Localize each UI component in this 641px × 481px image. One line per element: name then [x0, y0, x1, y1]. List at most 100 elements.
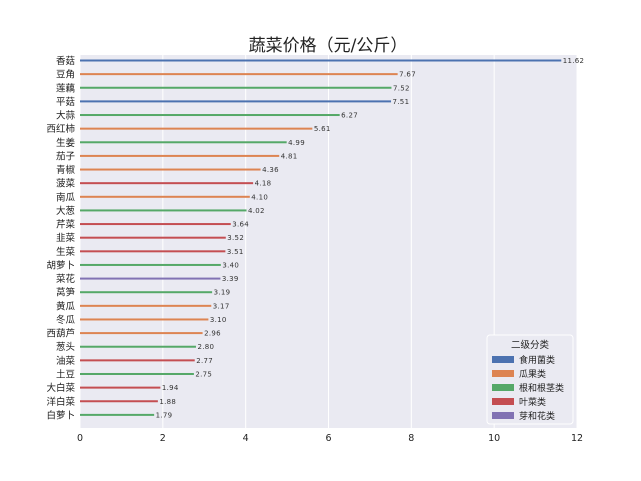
bar-冬瓜	[80, 318, 209, 321]
y-tick-label: 韭菜	[56, 232, 76, 244]
data-label: 4.02	[248, 207, 265, 215]
y-tick-label: 平菇	[56, 96, 75, 108]
value-labels: 11.62 7.67 7.52 7.51 6.27 5.61 4.99 4.814.36 4.1…	[156, 57, 585, 419]
bar-洋白菜	[80, 400, 158, 403]
y-tick-label: 南瓜	[56, 191, 76, 203]
data-label: 11.62	[563, 57, 585, 65]
legend-swatch	[492, 370, 514, 377]
bar-西红柿	[80, 127, 313, 130]
y-tick-label: 青椒	[56, 164, 76, 176]
x-tick-labels: 0 2 4 6 8 10 12	[77, 433, 583, 444]
y-tick-label: 油菜	[56, 355, 76, 367]
y-tick-label: 大蒜	[56, 110, 76, 122]
bar-胡萝卜	[80, 263, 221, 266]
legend-entry: 瓜果类	[519, 368, 546, 380]
y-tick-label: 黄瓜	[56, 300, 76, 312]
data-label: 2.80	[197, 343, 214, 351]
data-label: 3.19	[214, 289, 231, 297]
bar-豆角	[80, 73, 398, 76]
x-tick-label: 12	[571, 433, 583, 444]
bar-大白菜	[80, 386, 161, 389]
bar-生菜	[80, 250, 226, 253]
bar-大蒜	[80, 114, 340, 117]
data-label: 4.18	[255, 180, 272, 188]
x-tick-label: 2	[160, 433, 166, 444]
data-label: 3.17	[213, 302, 230, 310]
y-tick-label: 菠菜	[56, 178, 76, 190]
y-tick-label: 香菇	[56, 55, 75, 67]
y-tick-label: 冬瓜	[56, 314, 76, 326]
bar-莲藕	[80, 86, 392, 89]
y-tick-label: 生姜	[56, 137, 76, 149]
bar-芹菜	[80, 223, 231, 226]
legend-title: 二级分类	[511, 339, 550, 351]
bar-莴笋	[80, 291, 213, 294]
legend-swatch	[492, 398, 514, 405]
y-tick-label: 芹菜	[56, 219, 76, 231]
y-tick-label: 西红柿	[46, 123, 75, 135]
y-tick-label: 胡萝卜	[46, 259, 75, 271]
x-tick-label: 4	[243, 433, 249, 444]
data-label: 3.39	[222, 275, 239, 283]
bar-韭菜	[80, 236, 226, 239]
data-label: 4.81	[281, 152, 298, 160]
data-label: 4.10	[251, 193, 268, 201]
y-tick-label: 豆角	[56, 69, 75, 81]
y-tick-labels: 香菇豆角莲藕平菇大蒜西红柿生姜茄子青椒菠菜南瓜大葱芹菜韭菜生菜胡萝卜菜花莴笋黄瓜…	[46, 55, 75, 421]
chart-title: 蔬菜价格（元/公斤）	[249, 36, 408, 56]
data-label: 3.40	[222, 261, 239, 269]
y-tick-label: 茄子	[56, 150, 76, 162]
y-tick-label: 莴笋	[56, 287, 76, 299]
y-tick-label: 白萝卜	[46, 409, 75, 421]
data-label: 7.52	[393, 84, 410, 92]
data-label: 6.27	[341, 112, 358, 120]
x-tick-label: 6	[325, 433, 331, 444]
data-label: 1.79	[156, 411, 173, 419]
bar-白萝卜	[80, 413, 155, 416]
legend-entry: 根和根茎类	[519, 382, 564, 394]
bar-西葫芦	[80, 332, 203, 335]
bar-青椒	[80, 168, 261, 171]
data-label: 1.94	[162, 384, 179, 392]
data-label: 2.77	[196, 357, 213, 365]
x-tick-label: 10	[488, 433, 500, 444]
bar-葱头	[80, 345, 196, 348]
bar-茄子	[80, 154, 280, 157]
y-tick-label: 土豆	[56, 368, 75, 380]
legend-entry: 叶菜类	[519, 396, 546, 408]
data-label: 4.36	[262, 166, 279, 174]
legend-entry: 食用菌类	[519, 354, 555, 366]
legend-swatch	[492, 412, 514, 419]
data-label: 7.51	[393, 98, 410, 106]
bar-菜花	[80, 277, 221, 280]
y-tick-label: 葱头	[56, 341, 75, 353]
y-tick-label: 洋白菜	[46, 396, 75, 408]
data-label: 2.96	[204, 330, 221, 338]
bar-油菜	[80, 359, 195, 362]
y-tick-label: 大葱	[56, 205, 75, 217]
data-label: 3.52	[227, 234, 244, 242]
bar-黄瓜	[80, 304, 212, 307]
x-tick-label: 8	[408, 433, 414, 444]
bars	[80, 59, 562, 416]
bar-大葱	[80, 209, 247, 212]
data-label: 3.51	[227, 248, 244, 256]
legend-swatch	[492, 356, 514, 363]
bar-南瓜	[80, 195, 250, 198]
data-label: 4.99	[288, 139, 305, 147]
y-tick-label: 生菜	[56, 246, 76, 258]
data-label: 7.67	[399, 71, 416, 79]
bar-生姜	[80, 141, 287, 144]
bar-土豆	[80, 372, 194, 375]
data-label: 5.61	[314, 125, 331, 133]
bar-菠菜	[80, 182, 254, 185]
data-label: 3.10	[210, 316, 227, 324]
data-label: 1.88	[159, 398, 176, 406]
bar-平菇	[80, 100, 392, 103]
legend-swatch	[492, 384, 514, 391]
y-tick-label: 莲藕	[56, 82, 76, 94]
data-label: 3.64	[232, 221, 249, 229]
y-tick-label: 大白菜	[46, 382, 75, 394]
